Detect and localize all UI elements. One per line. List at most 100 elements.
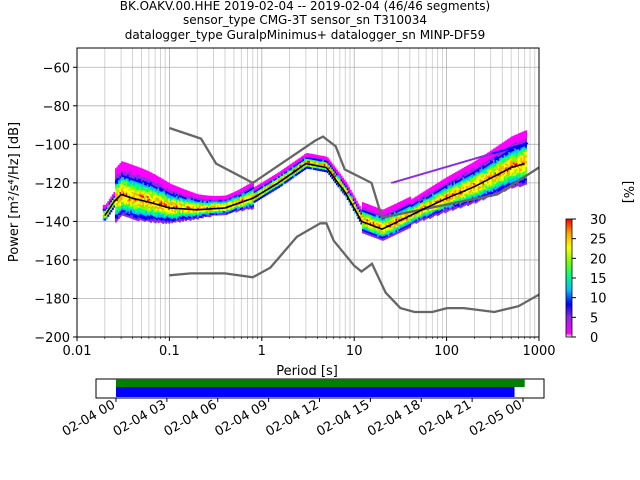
pdf-cell	[194, 197, 197, 200]
pdf-cell	[505, 142, 508, 145]
pdf-cell	[499, 148, 502, 151]
pdf-cell	[491, 178, 494, 181]
pdf-cell	[525, 147, 527, 150]
pdf-cell	[255, 197, 258, 200]
pdf-cell	[345, 195, 348, 198]
pdf-cell	[290, 169, 293, 172]
pdf-cell	[476, 175, 479, 178]
pdf-cell	[165, 219, 168, 222]
pdf-cell	[212, 213, 215, 216]
pdf-cell	[450, 190, 453, 193]
pdf-cell	[192, 196, 195, 199]
pdf-cell	[383, 236, 386, 239]
colorbar-tick-label: 15	[590, 272, 607, 287]
pdf-cell	[233, 197, 236, 200]
pdf-cell	[256, 185, 259, 188]
pdf-cell	[162, 219, 165, 222]
pdf-cell	[146, 207, 149, 210]
pdf-cell	[468, 159, 472, 161]
pdf-cell	[119, 174, 122, 177]
pdf-cell	[133, 184, 136, 188]
pdf-cell	[479, 159, 482, 162]
pdf-cell	[118, 178, 120, 181]
pdf-cell	[145, 218, 148, 221]
pdf-cell	[491, 168, 494, 172]
pdf-cell	[128, 165, 131, 168]
pdf-cell	[506, 175, 509, 179]
pdf-cell	[525, 136, 527, 139]
pdf-cell	[482, 163, 485, 166]
pdf-cell	[273, 178, 276, 182]
pdf-cell	[419, 218, 422, 221]
pdf-cell	[215, 205, 218, 208]
pdf-cell	[139, 188, 142, 192]
pdf-cell	[511, 165, 514, 168]
pdf-cell	[491, 153, 494, 156]
pdf-cell	[459, 181, 462, 184]
pdf-cell	[160, 197, 163, 200]
pdf-cell	[435, 183, 438, 187]
pdf-cell	[525, 130, 527, 133]
pdf-cell	[243, 206, 245, 209]
pdf-cell	[270, 176, 273, 180]
pdf-cell	[137, 190, 140, 193]
pdf-cell	[172, 192, 175, 195]
pdf-cell	[459, 204, 462, 207]
pdf-cell	[337, 173, 340, 176]
pdf-cell	[136, 183, 139, 187]
pdf-cell	[114, 187, 117, 190]
pdf-cell	[128, 202, 131, 205]
pdf-cell	[519, 144, 523, 147]
pdf-cell	[401, 215, 404, 219]
pdf-cell	[107, 212, 110, 215]
pdf-cell	[180, 215, 183, 218]
pdf-cell	[143, 171, 146, 174]
pdf-cell	[491, 149, 494, 152]
pdf-cell	[168, 192, 171, 195]
pdf-cell	[207, 211, 210, 214]
pdf-cell	[197, 196, 200, 199]
pdf-cell	[175, 211, 178, 214]
pdf-cell	[128, 198, 131, 201]
pdf-cell	[453, 174, 456, 178]
pdf-cell	[308, 157, 311, 160]
pdf-cell	[386, 223, 389, 226]
pdf-cell	[490, 164, 492, 167]
pdf-cell	[297, 170, 300, 173]
pdf-cell	[163, 199, 166, 202]
pdf-cell	[328, 172, 331, 176]
pdf-cell	[177, 210, 180, 213]
pdf-cell	[511, 176, 514, 179]
pdf-cell	[377, 223, 380, 226]
pdf-cell	[150, 183, 152, 187]
pdf-cell	[130, 206, 133, 209]
pdf-cell	[403, 213, 406, 216]
pdf-cell	[160, 207, 163, 210]
pdf-cell	[483, 162, 486, 165]
pdf-cell	[505, 161, 508, 164]
pdf-cell	[313, 160, 316, 163]
pdf-cell	[490, 185, 492, 188]
pdf-cell	[436, 183, 439, 186]
y-tick-label: −200	[34, 331, 70, 346]
pdf-cell	[172, 204, 175, 207]
pdf-cell	[300, 160, 303, 163]
pdf-cell	[186, 215, 189, 218]
pdf-cell	[407, 205, 410, 208]
pdf-cell	[432, 210, 434, 214]
pdf-cell	[389, 231, 392, 234]
pdf-cell	[233, 205, 236, 208]
pdf-cell	[121, 197, 123, 201]
pdf-cell	[220, 199, 223, 202]
pdf-cell	[163, 180, 166, 183]
pdf-cell	[436, 200, 439, 203]
pdf-cell	[293, 173, 296, 176]
pdf-cell	[139, 213, 142, 217]
pdf-cell	[415, 221, 418, 224]
pdf-cell	[496, 167, 499, 170]
pdf-cell	[352, 208, 355, 211]
pdf-cell	[415, 198, 418, 201]
pdf-cell	[518, 181, 521, 184]
pdf-cell	[122, 167, 125, 170]
pdf-cell	[166, 203, 169, 206]
